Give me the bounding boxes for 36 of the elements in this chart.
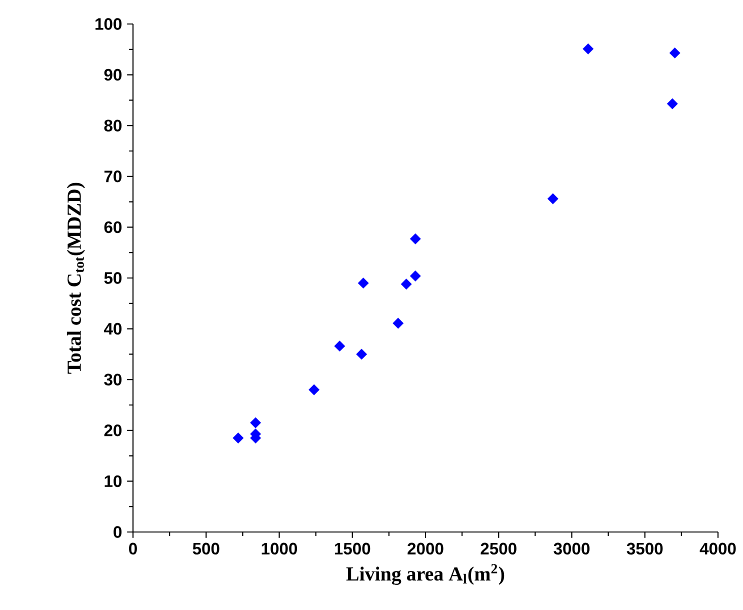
- x-tick-label: 0: [129, 542, 137, 555]
- y-tick-label: 70: [104, 170, 122, 182]
- y-tick-label: 0: [114, 526, 122, 538]
- x-axis-title: Living area A$_{l}$(m$^{2}$): [346, 564, 504, 585]
- x-tick-label: 1500: [334, 542, 370, 555]
- x-tick-label: 2500: [480, 542, 516, 555]
- y-tick-label: 100: [96, 18, 122, 30]
- point: [334, 340, 346, 352]
- x-tick-label: 500: [192, 542, 220, 555]
- x-tick-label: 2000: [408, 542, 444, 555]
- x-tick-label: 4000: [700, 542, 736, 555]
- point: [400, 278, 412, 290]
- point: [548, 193, 558, 204]
- x-tick-label: 3000: [554, 542, 590, 555]
- point: [250, 417, 261, 428]
- y-tick-label: 10: [104, 475, 122, 488]
- point: [392, 318, 404, 329]
- point: [410, 234, 421, 244]
- point: [356, 348, 367, 360]
- point: [308, 384, 320, 396]
- y-tick-label: 80: [104, 120, 122, 132]
- x-tick-label: 1000: [262, 542, 298, 555]
- y-axis-title: Total cost C$_{tot}$(MDZD): [66, 182, 85, 374]
- y-tick-label: 20: [104, 424, 122, 436]
- point: [410, 270, 421, 282]
- point: [667, 98, 678, 110]
- y-tick-label: 60: [104, 221, 122, 234]
- y-tick-label: 40: [104, 322, 122, 335]
- y-tick-label: 30: [104, 374, 122, 386]
- y-tick-label: 90: [104, 68, 122, 81]
- point: [358, 278, 369, 288]
- point: [582, 44, 594, 54]
- y-tick-label: 50: [104, 272, 122, 284]
- point: [232, 432, 244, 444]
- x-tick-label: 3500: [626, 542, 663, 555]
- point: [669, 48, 680, 58]
